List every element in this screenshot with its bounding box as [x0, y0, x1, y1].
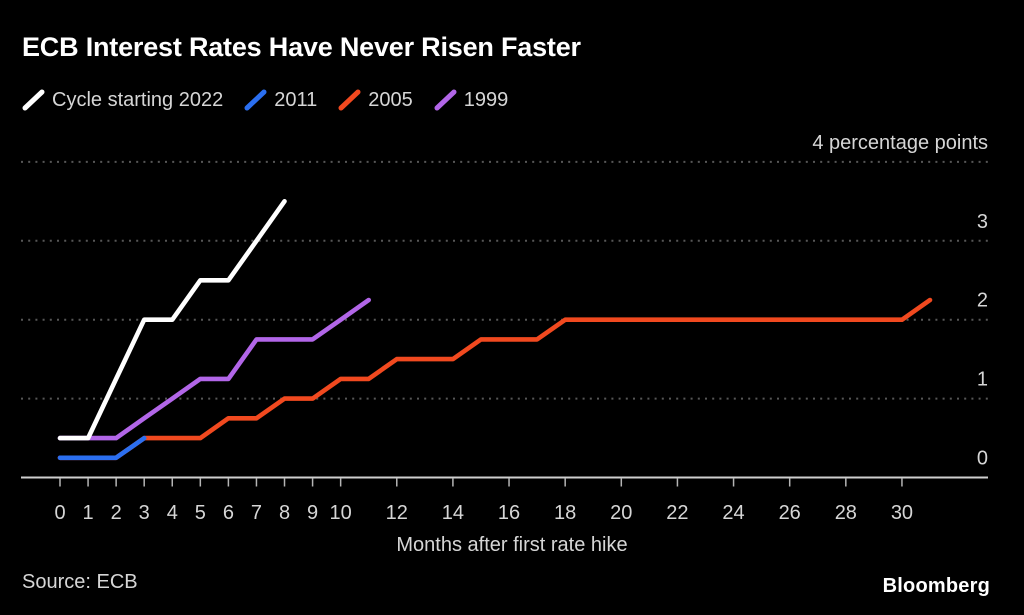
- line-swatch-icon: [434, 89, 457, 111]
- legend-label: Cycle starting 2022: [52, 88, 224, 111]
- source-note: Source: ECB: [22, 571, 138, 593]
- legend-label: 2005: [368, 88, 413, 111]
- legend-item-1999: 1999: [434, 88, 509, 112]
- bloomberg-logo: Bloomberg: [882, 575, 990, 597]
- legend: Cycle starting 2022 2011 2005 1999: [22, 88, 508, 112]
- x-tick-label-4: 4: [167, 502, 178, 524]
- x-tick-label-9: 9: [307, 502, 318, 524]
- x-tick-label-5: 5: [195, 502, 206, 524]
- line-swatch-icon: [338, 89, 361, 111]
- x-tick-label-7: 7: [251, 502, 262, 524]
- chart-title: ECB Interest Rates Have Never Risen Fast…: [22, 32, 581, 62]
- x-tick-label-20: 20: [610, 502, 632, 524]
- series-line-2011: [57, 435, 147, 461]
- x-tick-label-2: 2: [111, 502, 122, 524]
- x-tick-label-12: 12: [386, 502, 408, 524]
- x-tick-label-14: 14: [442, 502, 464, 524]
- x-tick-label-1: 1: [83, 502, 94, 524]
- legend-item-2022: Cycle starting 2022: [22, 88, 223, 112]
- x-tick-label-28: 28: [835, 502, 857, 524]
- y-tick-label-3: 3: [977, 211, 988, 233]
- x-tick-label-24: 24: [722, 502, 744, 524]
- x-tick-label-6: 6: [223, 502, 234, 524]
- x-tick-label-10: 10: [330, 502, 352, 524]
- series-line-2005: [57, 297, 933, 461]
- x-tick-label-0: 0: [54, 502, 65, 524]
- legend-item-2005: 2005: [338, 88, 413, 112]
- x-axis-title: Months after first rate hike: [396, 534, 628, 556]
- x-tick-label-22: 22: [666, 502, 688, 524]
- legend-label: 2011: [274, 88, 318, 111]
- y-tick-label-0: 0: [977, 448, 988, 470]
- y-tick-label-2: 2: [977, 290, 988, 312]
- x-tick-label-30: 30: [891, 502, 913, 524]
- series-line-1999: [57, 297, 372, 441]
- y-tick-label-1: 1: [977, 369, 988, 391]
- x-tick-label-3: 3: [139, 502, 150, 524]
- x-tick-label-16: 16: [498, 502, 520, 524]
- legend-label: 1999: [463, 88, 509, 111]
- line-swatch-icon: [244, 89, 267, 111]
- x-tick-label-18: 18: [554, 502, 576, 524]
- x-tick-label-26: 26: [779, 502, 801, 524]
- legend-item-2011: 2011: [244, 88, 317, 112]
- x-tick-label-8: 8: [279, 502, 290, 524]
- line-swatch-icon: [22, 89, 45, 111]
- y-tick-label-4: 4 percentage points: [812, 132, 988, 154]
- series-line-cycle-starting-2022: [57, 199, 287, 441]
